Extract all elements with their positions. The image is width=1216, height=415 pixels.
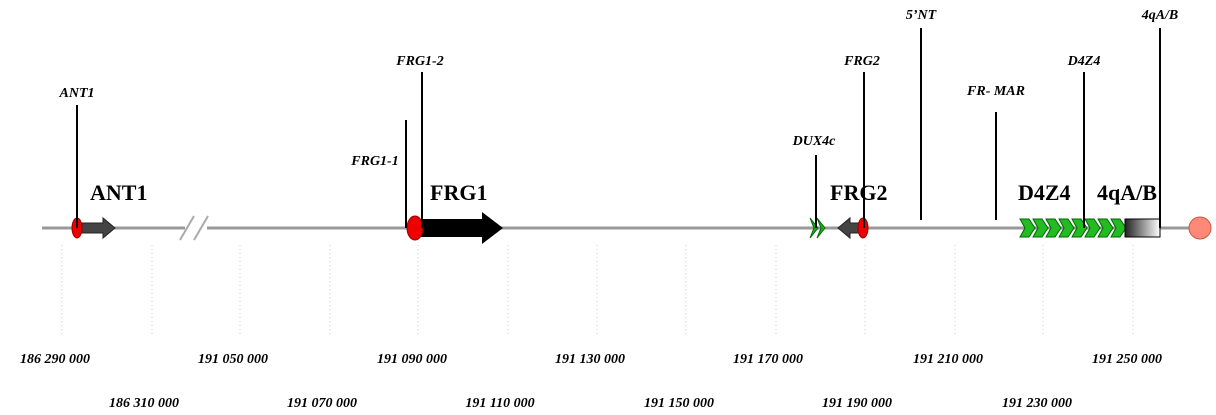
scale-label: 191 230 000 — [1002, 396, 1072, 411]
gene-label: 4qA/B — [1097, 180, 1157, 205]
4qab-box — [1124, 218, 1161, 238]
scale-label: 191 210 000 — [913, 352, 983, 367]
scale: 186 290 000 191 050 000 191 090 000 191 130… — [20, 352, 1162, 411]
frg1-marker — [406, 215, 424, 241]
frg2-arrow — [837, 216, 861, 240]
repeat-unit — [1110, 218, 1127, 238]
telomere — [1188, 216, 1212, 240]
probe-label: DUX4c — [792, 134, 837, 149]
repeat-unit — [1019, 218, 1036, 238]
scale-label: 191 050 000 — [198, 352, 268, 367]
gene-labels: ANT1 FRG1 FRG2 D4Z4 4qA/B — [90, 180, 1157, 205]
gene-label: ANT1 — [90, 180, 147, 205]
probe-label: ANT1 — [59, 86, 95, 101]
ant1-arrow — [81, 216, 116, 240]
gene-label: FRG1 — [430, 180, 487, 205]
frg1-arrow — [420, 212, 503, 244]
scale-label: 191 150 000 — [644, 396, 714, 411]
probe-label: FRG1-2 — [395, 54, 443, 69]
repeat-unit — [1032, 218, 1049, 238]
repeat-unit — [1084, 218, 1101, 238]
scale-label: 191 070 000 — [287, 396, 357, 411]
gene-label: FRG2 — [830, 180, 887, 205]
probe-label: FR- MAR — [966, 84, 1025, 99]
scale-label: 191 190 000 — [822, 396, 892, 411]
scale-guides — [61, 245, 1134, 335]
scale-label: 191 090 000 — [377, 352, 447, 367]
gene-label: D4Z4 — [1018, 180, 1071, 205]
repeat-unit — [1097, 218, 1114, 238]
scale-label: 191 170 000 — [733, 352, 803, 367]
scale-label: 191 130 000 — [555, 352, 625, 367]
repeat-unit — [1058, 218, 1075, 238]
probe-label: 4qA/B — [1141, 8, 1179, 23]
scale-label: 191 110 000 — [465, 396, 534, 411]
scale-label: 191 250 000 — [1092, 352, 1162, 367]
probe-label: FRG1-1 — [350, 154, 398, 169]
probe-label: D4Z4 — [1067, 54, 1101, 69]
probe-label: FRG2 — [843, 54, 880, 69]
probes: ANT1 FRG1-1 FRG1-2 DUX4c FRG2 5’NT FR- MAR D4Z4… — [59, 8, 1179, 228]
probe-label: 5’NT — [906, 8, 938, 23]
scale-label: 186 290 000 — [20, 352, 90, 367]
break-mark — [179, 214, 209, 242]
scale-label: 186 310 000 — [109, 396, 179, 411]
repeat-unit — [1045, 218, 1062, 238]
